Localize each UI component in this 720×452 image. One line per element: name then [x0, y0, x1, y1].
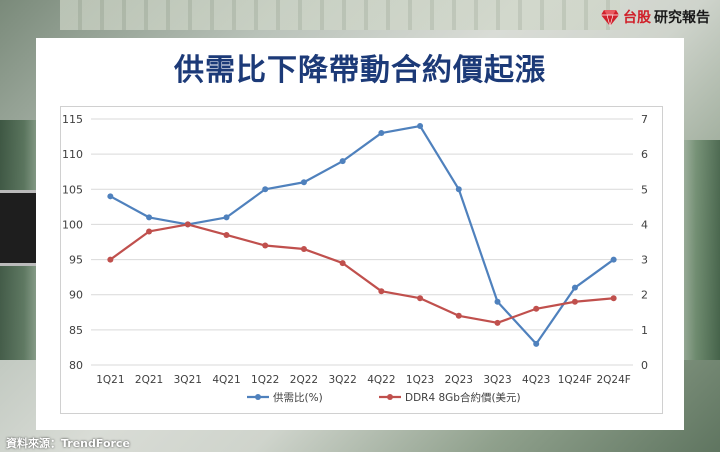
series-1-point [571, 284, 578, 291]
y-left-tick-label: 80 [69, 359, 83, 372]
y-left-tick-label: 90 [69, 289, 83, 302]
series-1-point [300, 179, 307, 186]
y-right-tick-label: 7 [641, 113, 648, 126]
x-tick-label: 4Q23 [522, 374, 550, 386]
series-2-point [610, 295, 617, 302]
brand-name-dark: 研究報告 [654, 10, 710, 26]
series-line-1 [109, 124, 615, 346]
y-left-tick-label: 105 [62, 183, 83, 196]
x-tick-label: 1Q22 [251, 374, 279, 386]
series-1-point [417, 123, 424, 130]
diamond-logo-icon [601, 10, 619, 27]
series-1-point [262, 186, 269, 193]
series-2-point [107, 256, 114, 263]
series-2-point [262, 242, 269, 249]
series-2-point [378, 288, 385, 295]
y-left-tick-label: 100 [62, 218, 83, 231]
background-ram-strip [60, 0, 620, 30]
y-left-tick-label: 95 [69, 254, 83, 267]
x-tick-label: 1Q21 [96, 374, 124, 386]
chart-svg: 80 85 90 95 100 105 110 115 0 1 2 3 4 5 6 7 1Q21 2Q21 3Q21… [62, 113, 648, 404]
series-1-point [223, 214, 230, 221]
series-2-point [494, 319, 501, 326]
x-tick-label: 2Q21 [135, 374, 163, 386]
x-tick-label: 2Q23 [445, 374, 473, 386]
x-tick-label: 3Q21 [174, 374, 202, 386]
x-tick-label: 1Q23 [406, 374, 434, 386]
y-right-tick-label: 1 [641, 324, 648, 337]
series-1-point [533, 340, 540, 347]
source-note: 資料來源：TrendForce [6, 437, 130, 450]
series-2-point [455, 312, 462, 319]
x-tick-label: 2Q22 [290, 374, 318, 386]
y-right-tick-label: 0 [641, 359, 648, 372]
brand-header: 台股 研究報告 [600, 6, 710, 28]
series-2-point [417, 295, 424, 302]
background-pcb-right [680, 140, 720, 360]
x-tick-label: 4Q21 [212, 374, 240, 386]
chart-title: 供需比下降帶動合約價起漲 [174, 53, 546, 88]
legend-label-2: DDR4 8Gb合約價(美元) [405, 391, 521, 404]
x-tick-label: 3Q22 [328, 374, 356, 386]
series-1-point [455, 186, 462, 193]
y-right-tick-label: 6 [641, 148, 648, 161]
brand-name-red: 台股 [623, 10, 651, 26]
series-1-point [494, 298, 501, 305]
series-2-point [339, 260, 346, 267]
x-tick-label: 4Q22 [367, 374, 395, 386]
y-right-tick-label: 3 [641, 254, 648, 267]
series-1-point [146, 214, 153, 221]
x-tick-label: 2Q24F [596, 374, 630, 386]
series-2-point [184, 221, 191, 228]
y-right-tick-label: 5 [641, 183, 648, 196]
series-2-point [533, 305, 540, 312]
series-1-point [610, 256, 617, 263]
series-1-point [107, 193, 114, 200]
y-left-tick-label: 115 [62, 113, 83, 126]
y-right-tick-label: 2 [641, 289, 648, 302]
legend-marker-2 [387, 394, 393, 400]
legend-marker-1 [255, 394, 261, 400]
series-2-point [300, 246, 307, 253]
x-tick-label: 3Q23 [483, 374, 511, 386]
series-2-point [223, 231, 230, 238]
y-left-tick-label: 85 [69, 324, 83, 337]
series-2-point [146, 228, 153, 235]
series-1-point [378, 130, 385, 137]
legend-label-1: 供需比(%) [273, 391, 323, 404]
y-left-tick-label: 110 [62, 148, 83, 161]
chart-frame: 80 85 90 95 100 105 110 115 0 1 2 3 4 5 6 7 1Q21 2Q21 3Q21… [60, 106, 663, 414]
series-2-point [571, 298, 578, 305]
y-right-tick-label: 4 [641, 218, 648, 231]
x-tick-label: 1Q24F [558, 374, 592, 386]
series-line-2 [109, 223, 614, 324]
background-chip [0, 190, 36, 266]
series-1-point [339, 158, 346, 165]
